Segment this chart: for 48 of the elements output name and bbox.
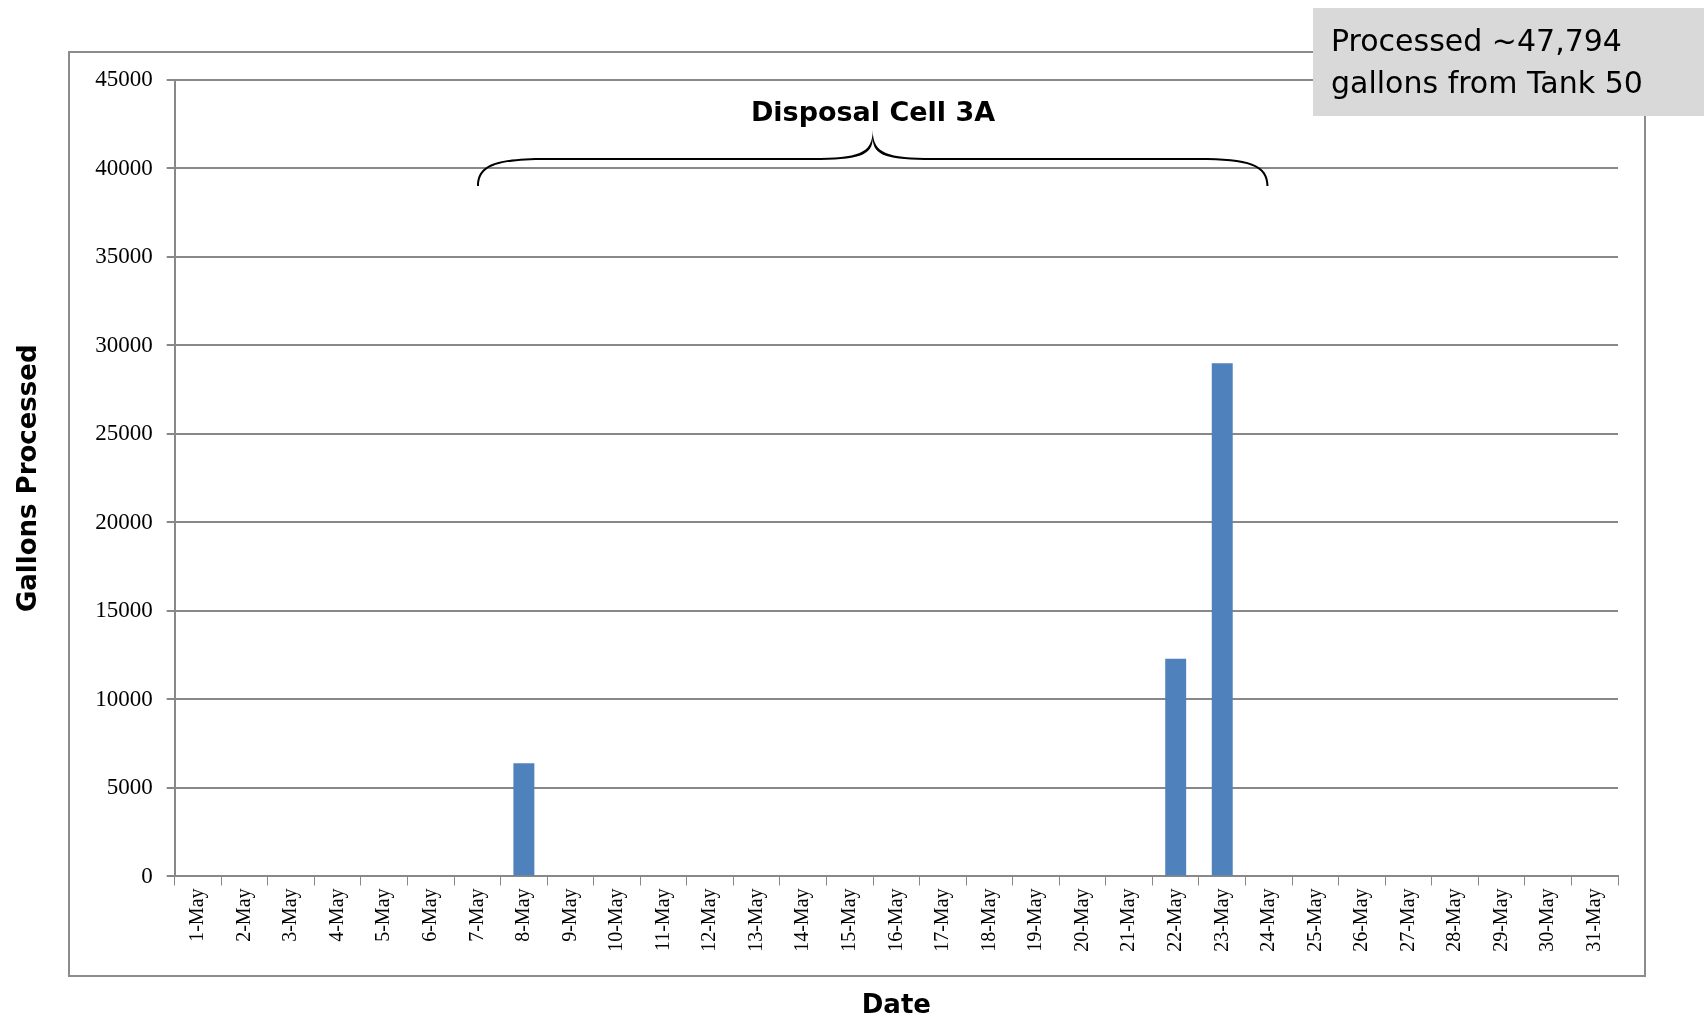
y-tick-label: 25000 bbox=[95, 420, 153, 446]
x-axis-title: Date bbox=[861, 989, 931, 1020]
x-tick-label: 20-May bbox=[1069, 888, 1093, 952]
y-tick-label: 0 bbox=[141, 862, 153, 888]
annotation: Disposal Cell 3A bbox=[750, 96, 996, 127]
x-tick-label: 10-May bbox=[604, 888, 628, 952]
x-tick-label: 28-May bbox=[1442, 888, 1466, 952]
y-tick-label: 30000 bbox=[95, 331, 153, 357]
x-tick-label: 29-May bbox=[1488, 888, 1512, 952]
y-tick-label: 15000 bbox=[95, 597, 153, 623]
bar bbox=[1211, 363, 1233, 876]
x-tick-label: 27-May bbox=[1395, 888, 1419, 952]
x-tick-label: 3-May bbox=[278, 888, 302, 942]
x-tick-label: 14-May bbox=[790, 888, 814, 952]
x-tick-label: 19-May bbox=[1023, 888, 1047, 952]
x-tick-label: 1-May bbox=[185, 888, 209, 942]
x-tick-label: 18-May bbox=[976, 888, 1000, 952]
x-tick-label: 7-May bbox=[464, 888, 488, 942]
x-tick-label: 2-May bbox=[231, 888, 255, 942]
x-tick-label: 21-May bbox=[1116, 888, 1140, 952]
x-tick-label: 30-May bbox=[1535, 888, 1559, 952]
y-axis-title: Gallons Processed bbox=[12, 344, 43, 613]
x-tick-label: 26-May bbox=[1349, 888, 1373, 952]
bar bbox=[513, 763, 535, 876]
x-tick-label: 5-May bbox=[371, 888, 395, 942]
x-tick-label: 23-May bbox=[1209, 888, 1233, 952]
x-tick-label: 22-May bbox=[1162, 888, 1186, 952]
y-tick-label: 20000 bbox=[95, 508, 153, 534]
annotation: Processed ~47,794 gallons from Tank 50 bbox=[1313, 8, 1704, 116]
x-tick-label: 4-May bbox=[324, 888, 348, 942]
x-tick-label: 15-May bbox=[837, 888, 861, 952]
x-tick-label: 11-May bbox=[650, 888, 674, 952]
y-tick-label: 5000 bbox=[106, 774, 153, 800]
x-tick-label: 13-May bbox=[743, 888, 767, 952]
x-tick-label: 12-May bbox=[697, 888, 721, 952]
x-tick-label: 17-May bbox=[930, 888, 954, 952]
x-tick-label: 25-May bbox=[1302, 888, 1326, 952]
y-tick-label: 45000 bbox=[95, 66, 153, 92]
x-tick-label: 16-May bbox=[883, 888, 907, 952]
x-tick-label: 24-May bbox=[1256, 888, 1280, 952]
y-tick-label: 35000 bbox=[95, 243, 153, 269]
x-tick-label: 9-May bbox=[557, 888, 581, 942]
x-tick-label: 8-May bbox=[511, 888, 535, 942]
y-tick-label: 10000 bbox=[95, 685, 153, 711]
x-tick-label: 31-May bbox=[1581, 888, 1605, 952]
bar bbox=[1165, 658, 1187, 876]
x-tick-label: 6-May bbox=[418, 888, 442, 942]
y-tick-label: 40000 bbox=[95, 154, 153, 180]
